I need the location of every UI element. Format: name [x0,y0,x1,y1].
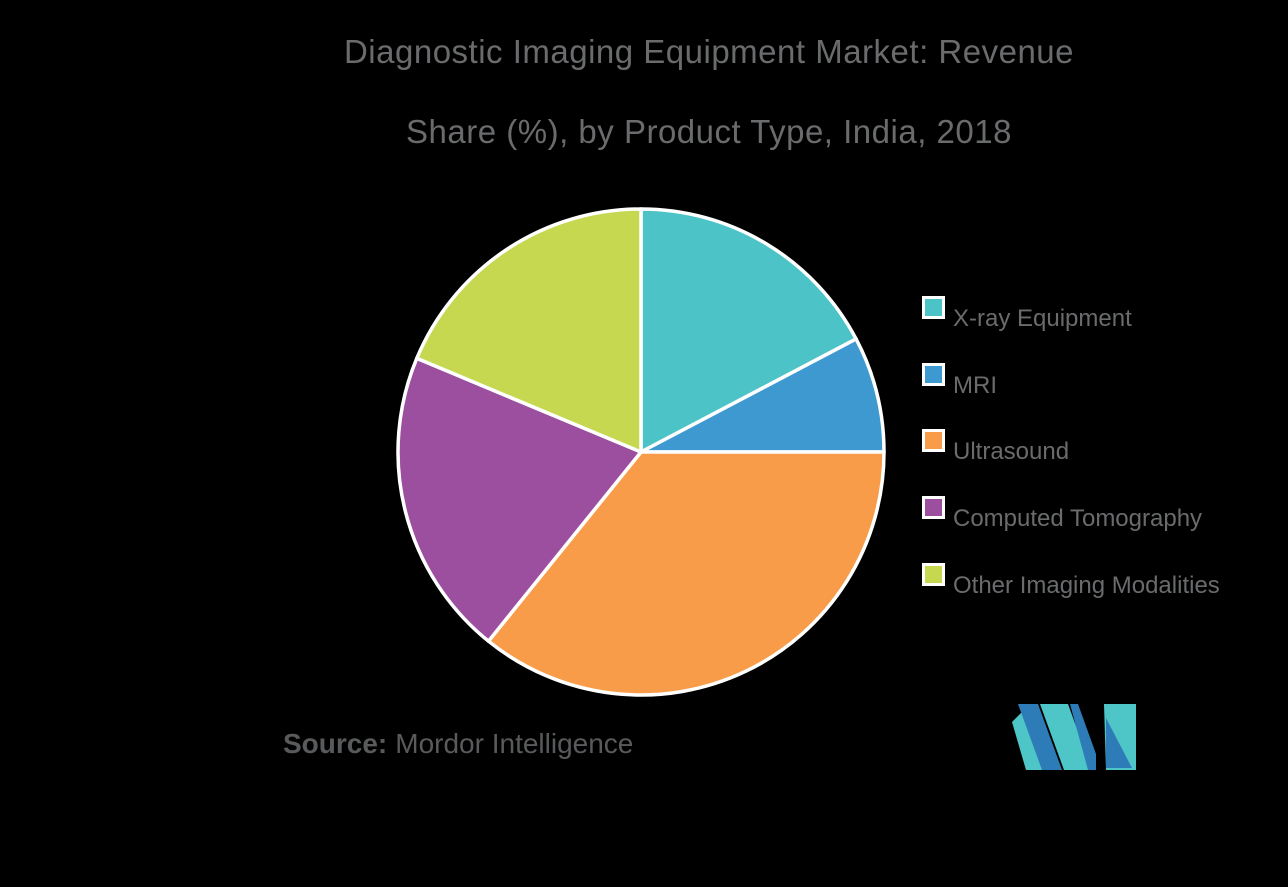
pie-slice-ultrasound [486,450,886,697]
pie-slice-x-ray-equipment [639,207,858,454]
logo-shape-blue-left-stroke [1018,704,1062,770]
legend-label: MRI [953,372,997,399]
legend-item-ultrasound: Ultrasound [922,429,1069,464]
chart-title-line-2: Share (%), by Product Type, India, 2018 [406,113,1012,150]
pie-chart-svg [396,207,886,697]
legend-swatch-icon [922,296,945,319]
source-label: Source: [283,728,388,759]
legend-item-other-imaging-modalities: Other Imaging Modalities [922,563,1220,598]
pie-slice-other-imaging-modalities [415,207,643,454]
logo-shape-teal-middle [1040,704,1092,770]
legend-item-computed-tomography: Computed Tomography [922,496,1202,531]
legend-label: Ultrasound [953,438,1070,465]
legend-swatch-icon [922,363,945,386]
mordor-intelligence-logo [1012,704,1136,770]
chart-title: Diagnostic Imaging Equipment Market: Rev… [0,12,1288,172]
source-line: Source: Mordor Intelligence [283,729,633,759]
pie-chart [391,202,891,702]
legend-item-mri: MRI [922,363,997,398]
pie-slice-mri [639,337,886,454]
legend-swatch-icon [922,429,945,452]
legend-swatch-icon [922,563,945,586]
pie-slice-computed-tomography [396,356,643,643]
logo-shape-blue-right-stroke [1070,704,1096,770]
logo-shape-blue-i-triangle [1106,718,1132,768]
legend-label: Other Imaging Modalities [953,572,1220,599]
legend-label: Computed Tomography [953,505,1203,532]
legend-item-x-ray-equipment: X-ray Equipment [922,296,1132,331]
source-text: Mordor Intelligence [395,728,634,759]
legend-label: X-ray Equipment [953,305,1132,332]
chart-title-line-1: Diagnostic Imaging Equipment Market: Rev… [343,33,1075,70]
legend-swatch-icon [922,496,945,519]
